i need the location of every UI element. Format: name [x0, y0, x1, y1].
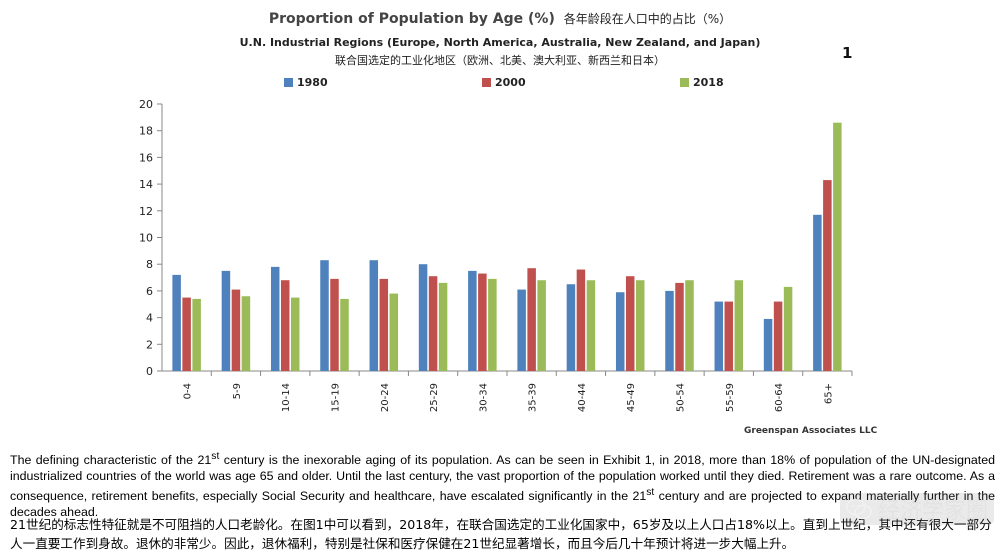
bar-1980-45-49 — [615, 292, 625, 371]
bar-1980-65+ — [813, 214, 822, 371]
x-tick-label: 20-24 — [380, 383, 391, 412]
legend-swatch-1980 — [284, 78, 293, 87]
body-text-en: The defining characteristic of the 21st … — [10, 449, 995, 520]
bar-1980-5-9 — [221, 270, 231, 371]
x-tick-label: 55-59 — [725, 383, 736, 412]
legend-label-2018: 2018 — [693, 76, 724, 89]
bar-2000-65+ — [823, 180, 832, 371]
bar-1980-40-44 — [566, 284, 576, 371]
exhibit-number: 1 — [842, 44, 853, 62]
bar-1980-60-64 — [763, 318, 773, 371]
bar-1980-25-29 — [418, 264, 428, 371]
x-tick-label: 65+ — [823, 383, 834, 404]
bar-2018-55-59 — [734, 280, 744, 371]
x-tick-label: 25-29 — [429, 383, 440, 412]
bar-1980-50-54 — [665, 290, 674, 371]
bar-2000-15-19 — [330, 278, 339, 371]
wechat-icon — [846, 498, 872, 520]
bar-2000-40-44 — [576, 269, 586, 371]
bar-2018-20-24 — [389, 293, 399, 371]
bar-1980-55-59 — [714, 301, 724, 371]
bar-1980-0-4 — [172, 274, 181, 371]
bar-1980-30-34 — [468, 270, 477, 371]
bar-1980-15-19 — [320, 260, 329, 371]
bar-2000-50-54 — [675, 282, 684, 371]
source-note: Greenspan Associates LLC — [744, 426, 878, 436]
x-tick-label: 40-44 — [577, 383, 588, 412]
y-tick-label: 20 — [139, 98, 153, 111]
y-tick-label: 4 — [146, 312, 153, 325]
legend-item-2000: 2000 — [482, 76, 526, 89]
bar-2018-25-29 — [438, 282, 448, 371]
y-tick-label: 2 — [146, 338, 153, 351]
y-tick-label: 18 — [139, 125, 153, 138]
y-tick-label: 14 — [139, 178, 153, 191]
x-tick-label: 15-19 — [331, 383, 342, 412]
bar-2000-20-24 — [379, 278, 389, 371]
legend-item-2018: 2018 — [680, 76, 724, 89]
bar-1980-20-24 — [369, 260, 379, 371]
body-text-en-part3: century and are projected to expand mate… — [10, 488, 995, 520]
x-tick-label: 50-54 — [676, 383, 687, 412]
bar-2000-60-64 — [773, 301, 783, 371]
bar-2018-0-4 — [192, 298, 201, 371]
bar-chart: 0 2 4 6 8 10 12 14 16 18 20 0-4 5-9 10-14 15-19 20-24 25… — [139, 98, 853, 412]
bar-1980-35-39 — [517, 289, 526, 371]
chart-title-zh: 各年龄段在人口中的占比（%） — [563, 12, 732, 26]
bar-2018-30-34 — [488, 278, 497, 371]
bar-2000-35-39 — [527, 268, 536, 371]
legend-item-1980: 1980 — [284, 76, 328, 89]
legend: 1980 2000 2018 — [0, 76, 1000, 92]
x-tick-label: 60-64 — [774, 383, 785, 412]
chart-subtitle-zh: 联合国选定的工业化地区（欧洲、北美、澳大利亚、新西兰和日本） — [335, 54, 665, 67]
body-text-en-sup2: st — [646, 486, 655, 498]
body-text-en-part1: The defining characteristic of the 21 — [10, 453, 212, 468]
bar-2000-30-34 — [478, 273, 487, 371]
legend-swatch-2000 — [482, 78, 491, 87]
legend-label-1980: 1980 — [297, 76, 328, 89]
x-tick-label: 30-34 — [478, 383, 489, 412]
bar-2000-45-49 — [625, 276, 635, 371]
body-text-en-part2: century is the inexorable aging of its p… — [10, 453, 996, 503]
bar-2018-35-39 — [537, 280, 546, 371]
y-tick-label: 12 — [139, 205, 153, 218]
bar-2000-55-59 — [724, 301, 734, 371]
body-text-zh: 21世纪的标志性特征就是不可阻挡的人口老龄化。在图1中可以看到，2018年，在联… — [10, 517, 992, 551]
bar-2000-5-9 — [231, 289, 241, 371]
y-tick-label: 0 — [146, 365, 153, 378]
bar-2018-40-44 — [586, 280, 596, 371]
bar-1980-10-14 — [270, 266, 280, 371]
x-tick-label: 45-49 — [626, 383, 637, 412]
chart-title-en: Proportion of Population by Age (%) — [268, 11, 555, 27]
chart-subtitle: U.N. Industrial Regions (Europe, North A… — [239, 36, 761, 49]
x-tick-label: 5-9 — [232, 383, 243, 399]
bar-2018-45-49 — [635, 280, 645, 371]
legend-swatch-2018 — [680, 78, 689, 87]
x-tick-label: 35-39 — [528, 383, 539, 412]
x-tick-label: 0-4 — [183, 383, 194, 399]
bar-2018-15-19 — [340, 298, 349, 371]
bar-2018-5-9 — [241, 296, 251, 371]
watermark-text: 经济学家圈 — [877, 499, 988, 524]
bar-2018-60-64 — [783, 286, 793, 371]
bar-2018-50-54 — [685, 280, 694, 371]
y-tick-label: 6 — [146, 285, 153, 298]
y-tick-label: 8 — [146, 258, 153, 271]
body-text-en-sup1: st — [211, 451, 220, 462]
watermark: 经济学家圈 — [839, 493, 994, 525]
y-tick-label: 10 — [139, 232, 153, 245]
legend-label-2000: 2000 — [495, 76, 526, 89]
bar-2000-25-29 — [428, 276, 438, 371]
chart-title: Proportion of Population by Age (%) 各年龄段… — [0, 10, 1000, 27]
bar-2000-0-4 — [182, 297, 191, 371]
y-tick-label: 16 — [139, 151, 153, 164]
bar-2000-10-14 — [280, 280, 290, 371]
x-tick-label: 10-14 — [281, 383, 292, 412]
bar-2018-65+ — [833, 122, 842, 371]
bar-2018-10-14 — [290, 297, 300, 371]
